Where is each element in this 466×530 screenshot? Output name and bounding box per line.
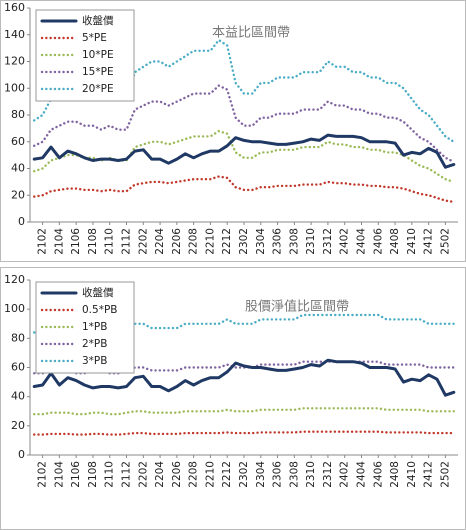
x-tick-label: 2112 xyxy=(121,228,133,255)
x-tick-label: 2104 xyxy=(53,461,65,488)
legend-label: 20*PE xyxy=(82,83,114,95)
legend-box xyxy=(35,9,135,102)
y-tick-label: 60 xyxy=(11,361,25,374)
y-tick-label: 80 xyxy=(11,108,25,121)
x-tick-label: 2404 xyxy=(355,461,367,488)
y-tick-label: 60 xyxy=(11,135,25,148)
y-tick-label: 80 xyxy=(11,331,25,344)
x-tick-label: 2102 xyxy=(37,461,49,488)
x-tick-label: 2204 xyxy=(154,228,166,255)
y-tick-label: 100 xyxy=(4,302,25,315)
x-tick-label: 2302 xyxy=(238,461,250,488)
x-tick-label: 2208 xyxy=(188,461,200,488)
x-tick-label: 2102 xyxy=(37,228,49,255)
y-tick-label: 160 xyxy=(4,1,25,14)
x-tick-label: 2408 xyxy=(389,228,401,255)
y-tick-label: 0 xyxy=(18,215,25,228)
series-line xyxy=(33,430,455,436)
x-tick-label: 2202 xyxy=(137,461,149,488)
legend-label: 收盤價 xyxy=(82,14,114,27)
y-tick-label: 100 xyxy=(4,81,25,94)
x-tick-label: 2402 xyxy=(339,461,351,488)
legend-label: 3*PB xyxy=(82,355,107,367)
y-tick-label: 20 xyxy=(11,419,25,432)
x-tick-label: 2206 xyxy=(171,228,183,255)
x-tick-label: 2410 xyxy=(406,461,418,488)
x-tick-label: 2206 xyxy=(171,461,183,488)
series-line xyxy=(32,358,456,397)
x-tick-label: 2312 xyxy=(322,461,334,488)
x-tick-label: 2110 xyxy=(104,461,116,488)
x-tick-label: 2208 xyxy=(188,228,200,255)
x-tick-label: 2306 xyxy=(272,228,284,255)
x-tick-label: 2308 xyxy=(288,228,300,255)
x-tick-label: 2304 xyxy=(255,461,267,488)
x-tick-label: 2108 xyxy=(87,228,99,255)
x-tick-label: 2502 xyxy=(439,228,451,255)
x-tick-label: 2110 xyxy=(104,228,116,255)
x-tick-label: 2306 xyxy=(272,461,284,488)
y-tick-label: 140 xyxy=(4,28,25,41)
legend-label: 1*PB xyxy=(82,321,107,333)
legend-label: 0.5*PB xyxy=(82,304,117,316)
x-tick-label: 2210 xyxy=(204,228,216,255)
y-tick-label: 40 xyxy=(11,390,25,403)
x-tick-label: 2112 xyxy=(121,461,133,488)
x-tick-label: 2202 xyxy=(137,228,149,255)
x-tick-label: 2412 xyxy=(423,228,435,255)
x-tick-label: 2210 xyxy=(204,461,216,488)
y-tick-label: 20 xyxy=(11,188,25,201)
x-tick-label: 2108 xyxy=(87,461,99,488)
chart-title: 股價淨值比區間帶 xyxy=(245,299,349,315)
legend-label: 15*PE xyxy=(82,66,114,78)
x-tick-label: 2404 xyxy=(355,228,367,255)
y-tick-label: 120 xyxy=(4,55,25,68)
x-tick-label: 2412 xyxy=(423,461,435,488)
x-tick-label: 2406 xyxy=(372,461,384,488)
y-tick-label: 120 xyxy=(4,273,25,286)
x-tick-label: 2106 xyxy=(70,228,82,255)
x-tick-label: 2204 xyxy=(154,461,166,488)
x-tick-label: 2410 xyxy=(406,228,418,255)
y-tick-label: 40 xyxy=(11,162,25,175)
x-tick-label: 2104 xyxy=(53,228,65,255)
series-line xyxy=(33,129,455,184)
x-tick-label: 2402 xyxy=(339,228,351,255)
legend-label: 2*PB xyxy=(82,338,107,350)
x-tick-label: 2408 xyxy=(389,461,401,488)
series-line xyxy=(33,84,455,164)
x-tick-label: 2106 xyxy=(70,461,82,488)
series-line xyxy=(33,407,455,416)
x-tick-label: 2302 xyxy=(238,228,250,255)
legend-label: 收盤價 xyxy=(82,286,114,299)
x-tick-label: 2312 xyxy=(322,228,334,255)
series-line xyxy=(32,133,456,169)
chart-title: 本益比區間帶 xyxy=(212,26,290,41)
x-tick-label: 2310 xyxy=(305,461,317,488)
x-tick-label: 2308 xyxy=(288,461,300,488)
x-tick-label: 2406 xyxy=(372,228,384,255)
x-tick-label: 2212 xyxy=(221,228,233,255)
legend-box xyxy=(35,281,135,374)
x-tick-label: 2212 xyxy=(221,461,233,488)
y-tick-label: 0 xyxy=(18,448,25,461)
legend-label: 10*PE xyxy=(82,49,114,61)
x-tick-label: 2502 xyxy=(439,461,451,488)
series-line xyxy=(33,38,455,144)
series-line xyxy=(33,175,455,204)
legend-label: 5*PE xyxy=(82,32,107,44)
x-tick-label: 2310 xyxy=(305,228,317,255)
x-tick-label: 2304 xyxy=(255,228,267,255)
